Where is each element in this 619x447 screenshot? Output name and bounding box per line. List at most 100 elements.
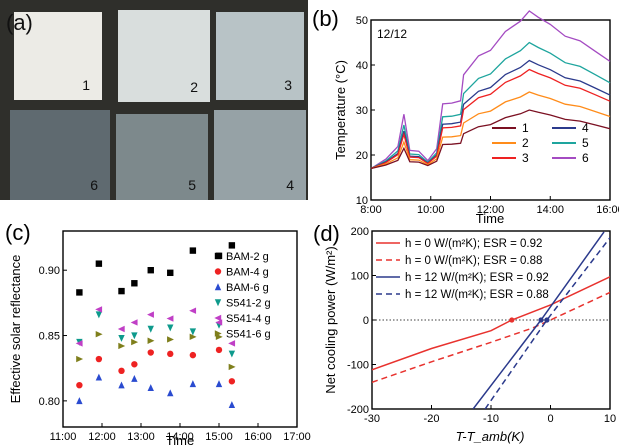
data-point [76, 381, 83, 389]
data-point [189, 380, 197, 388]
data-point [147, 311, 154, 318]
panel-d-label: (d) [313, 221, 340, 246]
y-tick-label: 0 [363, 315, 369, 327]
x-tick-label: 14:00 [166, 431, 194, 443]
data-point [214, 268, 222, 275]
data-point [214, 299, 222, 307]
data-point [228, 340, 236, 347]
panel-c-label: (c) [5, 220, 31, 245]
data-point [214, 314, 222, 322]
sample-number: 6 [90, 177, 98, 193]
data-point [167, 324, 174, 332]
data-point [228, 242, 236, 249]
data-point [189, 333, 197, 341]
data-point [189, 328, 197, 336]
y-tick-label: 50 [356, 15, 368, 27]
legend-label: h = 0 W/(m²K); ESR = 0.92 [405, 238, 542, 250]
sample-number: 3 [284, 77, 292, 93]
data-point [95, 331, 103, 338]
crossing-point [538, 317, 544, 323]
panel-c-chart: (c) 11:00 12:00 13:00 14:00 15:00 16:00 17:00 0… [5, 220, 311, 447]
panel-a-photo: 1 2 3 6 5 4 (a) [0, 0, 308, 200]
legend-label: 2 [522, 136, 529, 150]
x-tick-label: 16:00 [244, 431, 272, 443]
y-tick-label: 100 [351, 271, 369, 283]
sample-number: 5 [188, 177, 196, 193]
sample-number: 1 [82, 77, 90, 93]
y-tick-label: 0.90 [39, 265, 60, 277]
panel-b-frame [370, 19, 611, 201]
crossing-point [509, 317, 515, 323]
sample-tile [116, 114, 208, 200]
data-point [95, 373, 103, 381]
x-tick-label: 14:00 [536, 204, 564, 216]
x-tick-label: 11:00 [50, 431, 77, 443]
sample-number: 2 [190, 79, 198, 95]
data-point [167, 350, 174, 358]
legend-label: 4 [582, 121, 589, 135]
x-tick-label: 17:00 [283, 431, 311, 443]
y-tick-label: -100 [347, 360, 369, 372]
x-tick-label: -10 [483, 413, 499, 425]
data-point [118, 342, 126, 350]
panel-b-chart: (b) 12/12 8:00 10:00 12:00 14:00 16:00 10 20 30… [312, 6, 619, 226]
crossing-point [544, 317, 550, 323]
data-point [131, 280, 138, 287]
sample-tile [10, 110, 110, 200]
legend-label: h = 12 W/(m²K); ESR = 0.92 [405, 272, 549, 284]
y-tick-label: 0.85 [39, 331, 60, 343]
series-line [372, 291, 610, 384]
data-point [228, 378, 236, 385]
panel-c-xlabel: Time [166, 433, 194, 447]
x-tick-label: -30 [364, 413, 380, 425]
legend-label: S541-2 g [226, 298, 271, 310]
panel-b-ylabel: Temperature (°C) [333, 60, 348, 160]
data-point [147, 325, 154, 333]
data-point [131, 361, 138, 368]
panel-c-ylabel: Effective solar reflectance [8, 255, 23, 404]
data-point [95, 260, 103, 267]
legend-label: 5 [582, 136, 589, 150]
data-point [167, 269, 174, 277]
y-tick-label: 200 [351, 226, 369, 238]
x-tick-label: 10 [604, 413, 616, 425]
data-point [118, 287, 125, 295]
series-line [370, 10, 611, 170]
data-point [95, 311, 103, 319]
legend-label: BAM-6 g [226, 282, 269, 294]
legend-label: S541-6 g [226, 329, 271, 341]
data-point [118, 381, 125, 389]
series-line [370, 109, 611, 170]
panel-d-xlabel: T-T_amb(K) [456, 429, 525, 444]
data-point [167, 389, 174, 397]
legend-label: BAM-4 g [226, 267, 269, 279]
data-point [167, 336, 174, 343]
panel-a-label: (a) [6, 10, 33, 35]
panel-b-annotation: 12/12 [377, 27, 407, 41]
legend-label: BAM-2 g [226, 251, 269, 263]
y-tick-label: 10 [356, 195, 368, 207]
sample-tile [118, 10, 210, 102]
data-point [95, 355, 103, 363]
data-point [215, 380, 223, 388]
data-point [118, 334, 125, 342]
data-point [228, 350, 236, 358]
data-point [147, 267, 154, 274]
data-point [214, 330, 222, 337]
data-point [118, 367, 125, 375]
x-tick-label: 13:00 [127, 431, 155, 443]
data-point [76, 355, 84, 363]
sample-tile [14, 12, 102, 100]
panel-d-ylabel: Net cooling power (W/m²) [323, 246, 338, 393]
legend-label: h = 0 W/(m²K); ESR = 0.88 [405, 255, 542, 267]
data-point [147, 384, 154, 391]
series-line [370, 41, 611, 170]
y-tick-label: 0.80 [39, 396, 60, 408]
data-point [95, 306, 103, 313]
data-point [189, 247, 197, 254]
sample-tile [216, 12, 304, 100]
data-point [228, 363, 236, 371]
data-point [166, 315, 174, 322]
data-point [147, 349, 154, 356]
